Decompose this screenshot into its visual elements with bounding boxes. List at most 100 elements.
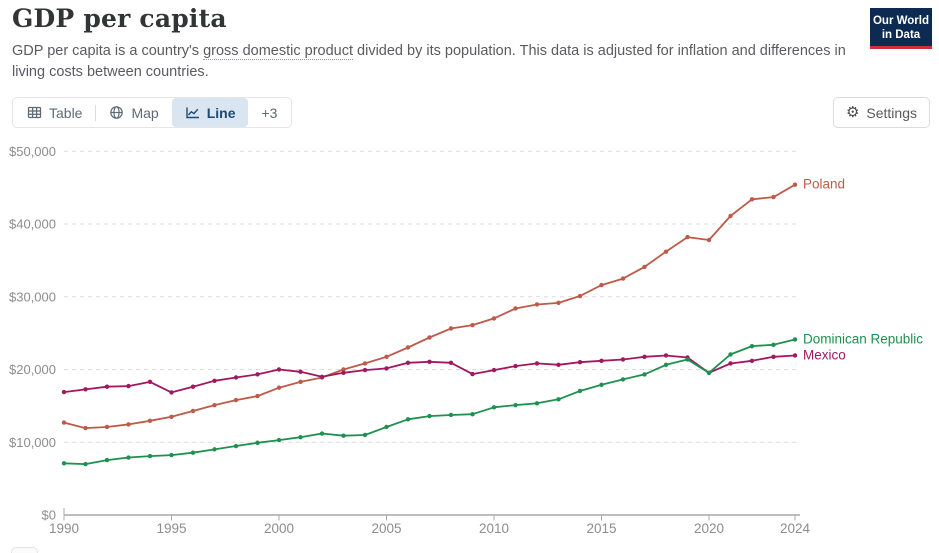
- tab-map[interactable]: Map: [96, 98, 171, 127]
- data-point: [642, 372, 647, 377]
- data-point: [190, 384, 196, 389]
- data-point: [427, 413, 432, 419]
- tab-map-label: Map: [131, 104, 159, 121]
- tab-table[interactable]: Table: [14, 98, 95, 127]
- data-point: [341, 370, 346, 375]
- data-point: [276, 437, 282, 443]
- data-point: [61, 420, 67, 425]
- tab-more-chart-types[interactable]: +3: [248, 98, 290, 127]
- data-point: [405, 360, 411, 366]
- data-point: [298, 379, 303, 385]
- our-world-in-data-logo[interactable]: Our World in Data: [870, 8, 932, 49]
- data-point: [771, 194, 776, 200]
- data-point: [663, 362, 669, 367]
- data-point: [663, 353, 669, 358]
- gross-domestic-product-term-link[interactable]: gross domestic product: [203, 43, 353, 60]
- data-point: [620, 357, 626, 362]
- data-point: [577, 293, 583, 299]
- data-point: [233, 375, 239, 380]
- timeline-control-partial[interactable]: [11, 547, 38, 553]
- data-point: [319, 374, 325, 379]
- data-point: [190, 408, 196, 414]
- data-point: [104, 457, 110, 463]
- y-axis-tick-label: $0: [42, 508, 56, 523]
- data-point: [126, 422, 131, 427]
- data-point: [491, 405, 497, 410]
- y-axis-tick-label: $10,000: [9, 435, 56, 450]
- data-point: [749, 197, 755, 202]
- data-point: [470, 412, 475, 417]
- data-point: [577, 360, 583, 365]
- series-label-poland: Poland: [803, 177, 845, 192]
- logo-line-1: Our World: [872, 15, 929, 27]
- data-point: [147, 418, 153, 423]
- data-point: [83, 425, 88, 431]
- gear-icon: ⚙: [845, 104, 860, 121]
- x-axis-tick-label: 1990: [49, 521, 79, 536]
- data-point: [255, 440, 260, 445]
- data-point: [470, 322, 475, 328]
- data-point: [448, 412, 454, 418]
- data-point: [362, 367, 368, 373]
- data-point: [255, 372, 260, 377]
- data-point: [663, 249, 669, 254]
- data-point: [706, 370, 712, 375]
- table-icon: [27, 105, 42, 120]
- data-point: [599, 282, 604, 288]
- data-point: [534, 302, 540, 307]
- line-chart-icon: [185, 105, 200, 120]
- data-point: [83, 387, 88, 392]
- data-point: [169, 452, 174, 458]
- data-point: [427, 359, 432, 364]
- data-point: [169, 390, 174, 395]
- globe-icon: [109, 105, 124, 120]
- data-point: [298, 434, 303, 440]
- data-point: [685, 357, 690, 362]
- tab-line-label: Line: [206, 104, 236, 121]
- data-point: [104, 424, 110, 430]
- data-point: [534, 401, 540, 406]
- data-point: [212, 378, 217, 383]
- data-point: [362, 432, 368, 438]
- x-axis-tick-label: 2020: [694, 521, 724, 536]
- settings-button-label: Settings: [866, 104, 917, 121]
- y-axis-tick-label: $30,000: [9, 289, 56, 304]
- tab-table-label: Table: [49, 104, 83, 121]
- data-point: [384, 424, 389, 430]
- data-point: [728, 361, 733, 366]
- data-point: [341, 433, 346, 438]
- series-label-dominican-republic: Dominican Republic: [803, 331, 923, 346]
- data-point: [362, 361, 368, 366]
- data-point: [599, 358, 604, 363]
- y-axis-tick-label: $50,000: [9, 144, 56, 159]
- data-point: [491, 367, 497, 373]
- data-point: [427, 335, 432, 340]
- chart-view-tabs: Table Map Line +3: [12, 97, 293, 128]
- data-point: [513, 363, 518, 369]
- data-point: [341, 367, 346, 372]
- data-point: [556, 300, 561, 306]
- x-axis-tick-label: 2024: [780, 521, 811, 536]
- data-point: [771, 342, 776, 348]
- data-point: [276, 385, 282, 390]
- series-label-mexico: Mexico: [803, 347, 846, 362]
- data-point: [556, 362, 561, 367]
- x-axis-tick-label: 2005: [371, 521, 401, 536]
- data-point: [276, 367, 282, 372]
- data-point: [448, 326, 454, 331]
- y-axis-tick-label: $20,000: [9, 362, 56, 377]
- data-point: [298, 369, 303, 374]
- data-point: [405, 417, 411, 422]
- data-point: [126, 455, 131, 460]
- data-point: [749, 358, 755, 363]
- data-point: [556, 397, 561, 402]
- tab-line[interactable]: Line: [171, 98, 249, 127]
- settings-button[interactable]: ⚙ Settings: [832, 97, 930, 128]
- data-point: [147, 379, 153, 385]
- data-point: [233, 443, 239, 449]
- data-point: [448, 360, 454, 366]
- data-point: [792, 337, 798, 342]
- data-point: [728, 352, 733, 357]
